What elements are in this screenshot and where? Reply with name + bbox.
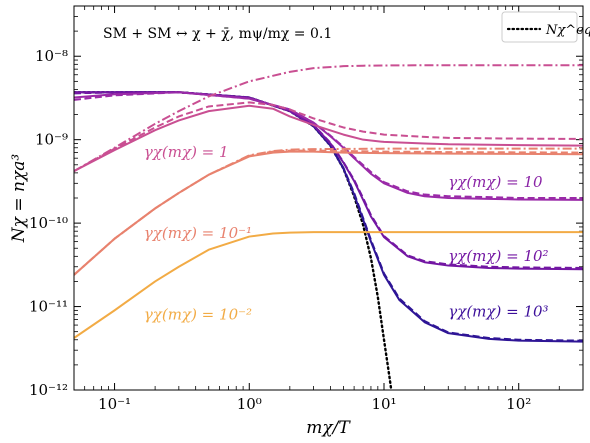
- ticks-layer: 10⁻¹ 10⁰ 10¹ 10² 10⁻¹² 10⁻¹¹ 10⁻¹⁰ 10⁻⁹ 10⁻⁸: [29, 6, 583, 413]
- x-tick-label: 10⁻¹: [98, 395, 131, 413]
- y-axis-title: Nχ = nχa³: [9, 154, 29, 244]
- chart-header: SM + SM ↔ χ + χ̄, mψ/mχ = 0.1: [103, 26, 332, 42]
- series-line-7-solid: [74, 104, 583, 172]
- x-axis-title: mχ/T: [306, 418, 351, 438]
- series-layer: [74, 64, 583, 390]
- annotation-label: γχ(mχ) = 10: [448, 173, 543, 191]
- legend-label-nchi-eq: Nχ^eq: [545, 23, 590, 38]
- legend: Nχ^eq: [501, 11, 590, 43]
- annotation-label: γχ(mχ) = 10⁻²: [144, 305, 252, 323]
- legend-box: [501, 11, 578, 43]
- y-tick-label: 10⁻¹²: [29, 381, 68, 399]
- annotation-label: γχ(mχ) = 10³: [448, 303, 548, 321]
- x-tick-label: 10²: [506, 395, 531, 413]
- y-tick-label: 10⁻¹⁰: [29, 214, 68, 232]
- y-tick-label: 10⁻¹¹: [29, 298, 68, 316]
- x-tick-label: 10¹: [371, 395, 396, 413]
- plot-frame: [73, 5, 584, 391]
- series-line-8-dashed: [74, 101, 583, 172]
- annotations-layer: γχ(mχ) = 1 γχ(mχ) = 10⁻¹ γχ(mχ) = 10⁻² γχ(m…: [144, 143, 549, 323]
- series-line-0-dotted: [74, 91, 393, 390]
- x-tick-label: 10⁰: [237, 395, 262, 413]
- annotation-label: γχ(mχ) = 1: [144, 143, 229, 161]
- annotation-label: γχ(mχ) = 10²: [448, 247, 548, 265]
- y-tick-label: 10⁻⁸: [35, 47, 68, 65]
- series-line-12-dashdot: [74, 147, 583, 276]
- annotation-label: γχ(mχ) = 10⁻¹: [144, 224, 252, 242]
- series-line-6-dashed: [74, 91, 583, 199]
- series-line-9-dashdot: [74, 64, 583, 172]
- series-line-13-solid: [74, 231, 583, 339]
- y-tick-label: 10⁻⁹: [35, 131, 68, 149]
